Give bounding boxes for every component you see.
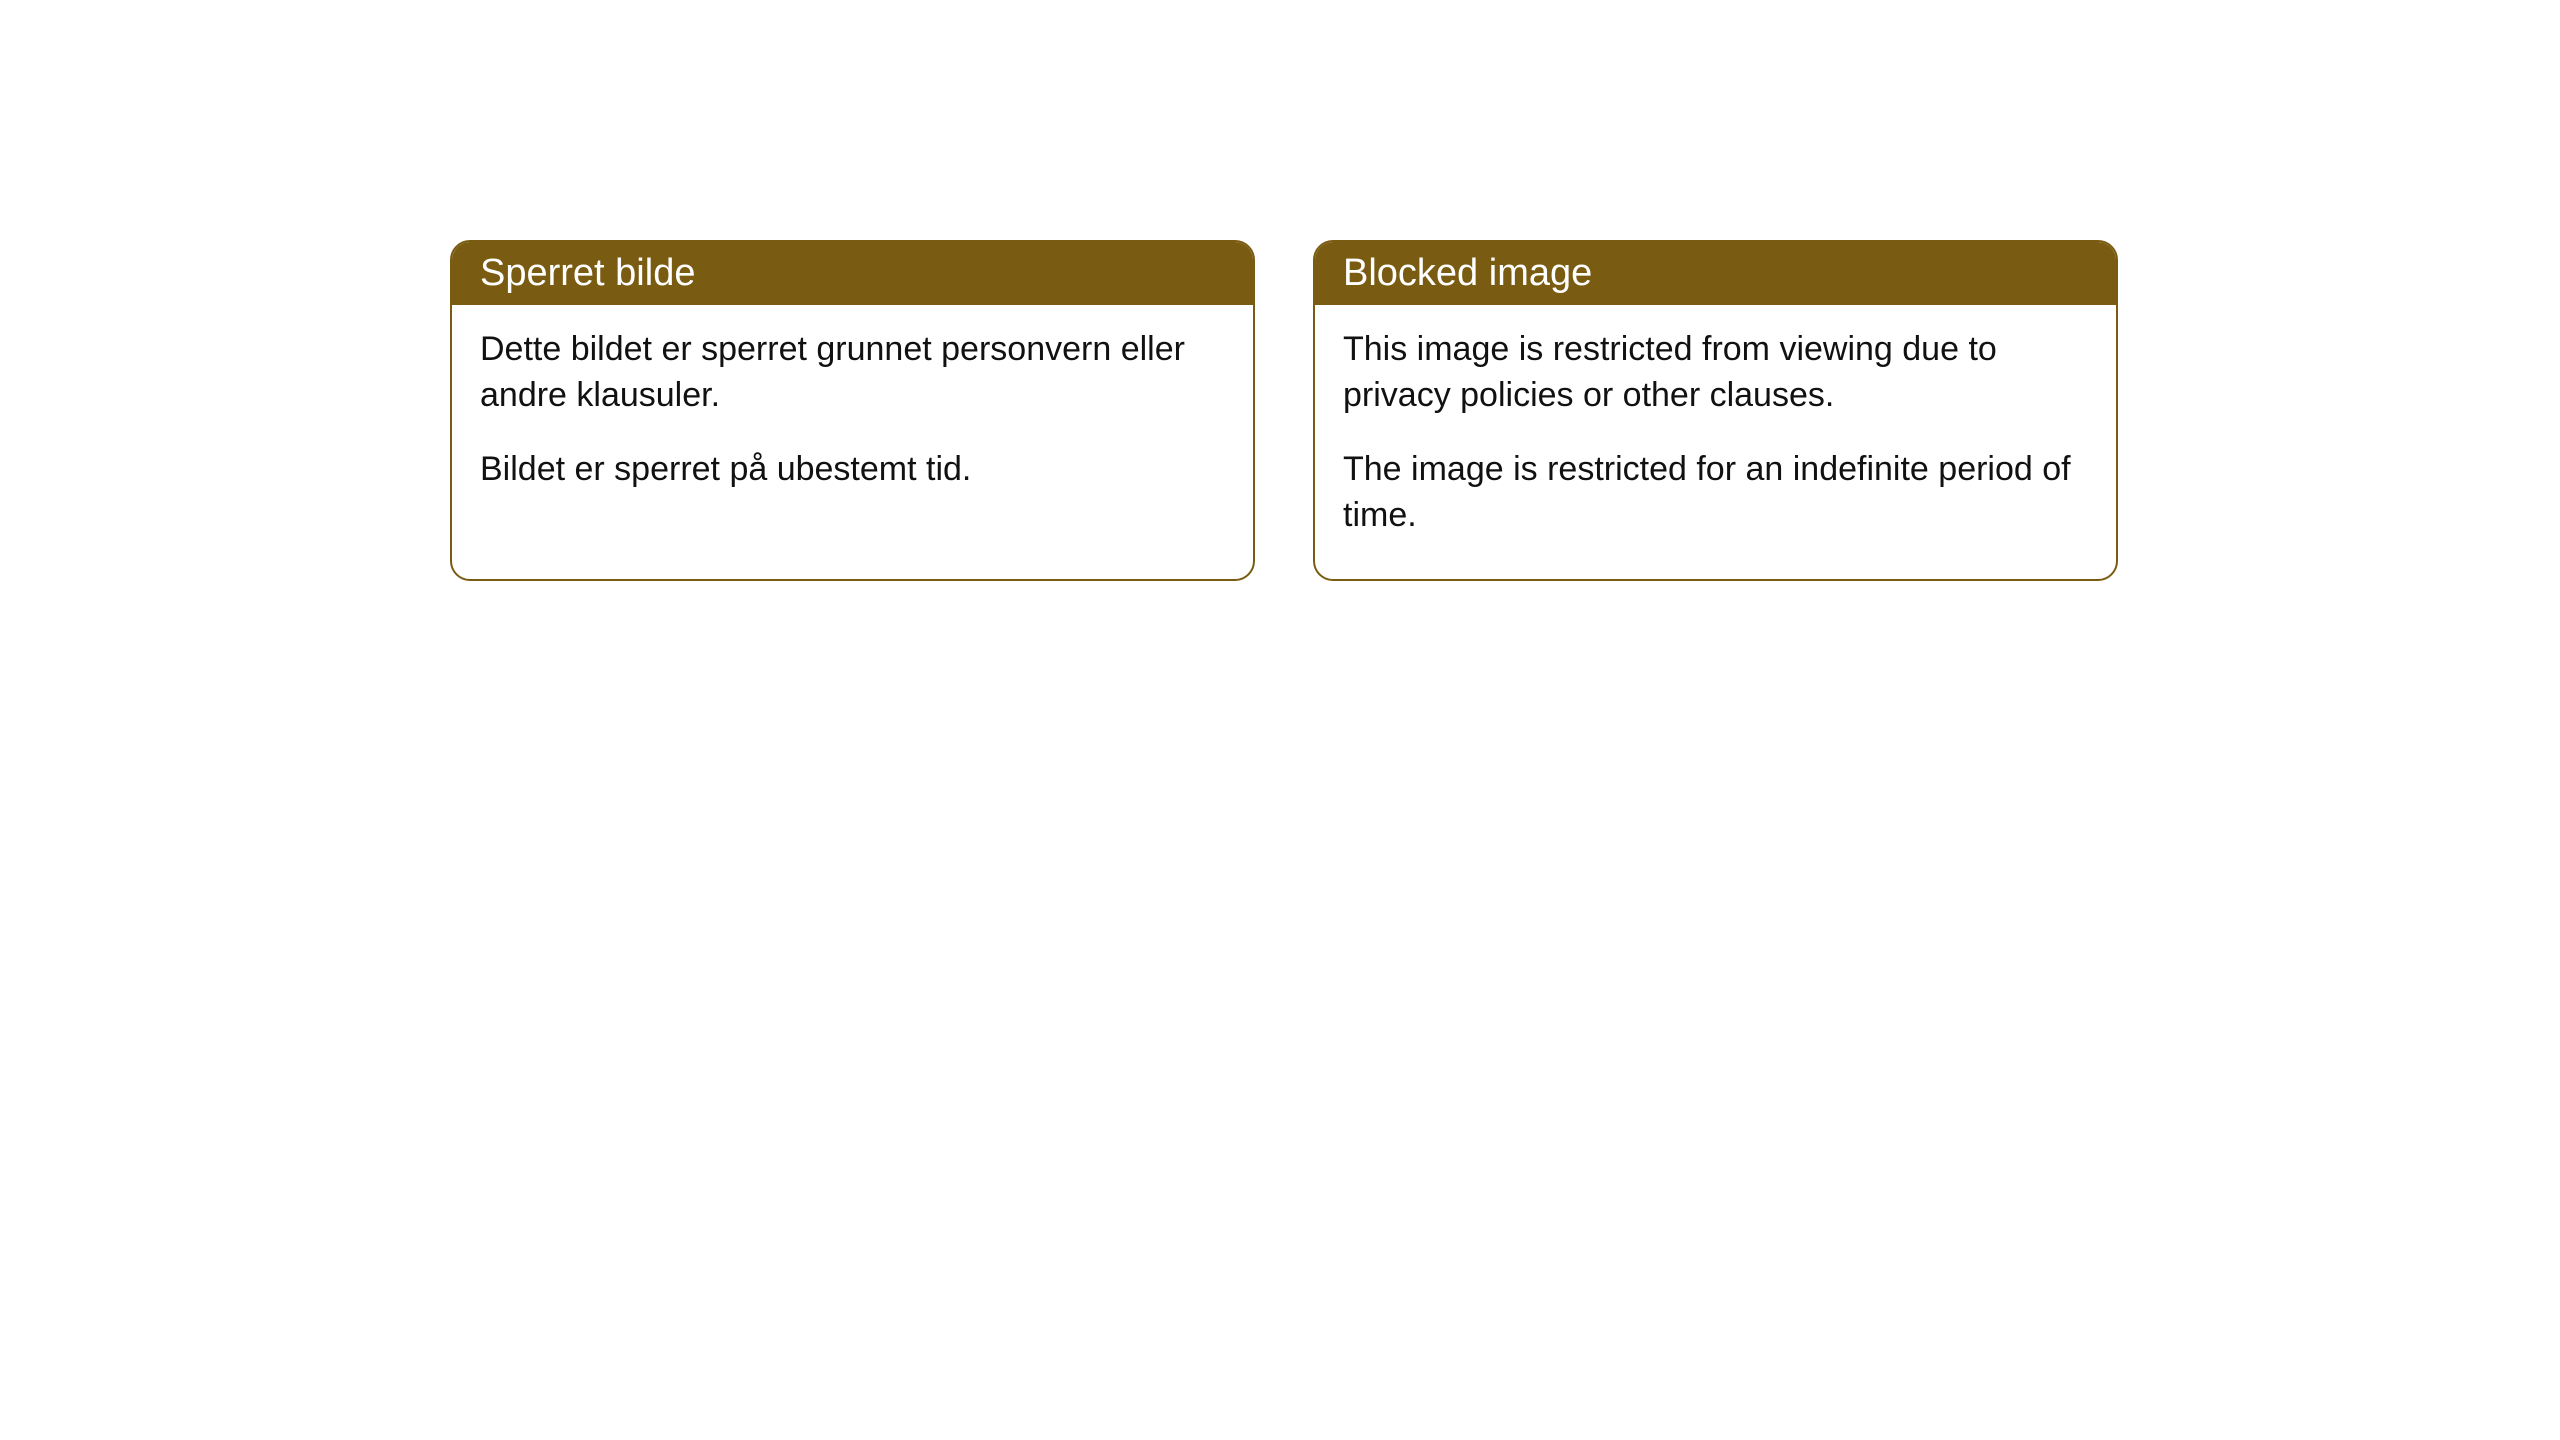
card-paragraph-no-2: Bildet er sperret på ubestemt tid. (480, 447, 1225, 493)
card-body-en: This image is restricted from viewing du… (1315, 305, 2116, 579)
card-paragraph-en-1: This image is restricted from viewing du… (1343, 327, 2088, 419)
notice-cards-container: Sperret bilde Dette bildet er sperret gr… (450, 240, 2118, 581)
card-title-en: Blocked image (1343, 252, 1592, 294)
card-title-no: Sperret bilde (480, 252, 695, 294)
card-header-en: Blocked image (1315, 242, 2116, 305)
card-header-no: Sperret bilde (452, 242, 1253, 305)
card-paragraph-en-2: The image is restricted for an indefinit… (1343, 447, 2088, 539)
card-paragraph-no-1: Dette bildet er sperret grunnet personve… (480, 327, 1225, 419)
blocked-image-card-en: Blocked image This image is restricted f… (1313, 240, 2118, 581)
blocked-image-card-no: Sperret bilde Dette bildet er sperret gr… (450, 240, 1255, 581)
card-body-no: Dette bildet er sperret grunnet personve… (452, 305, 1253, 533)
